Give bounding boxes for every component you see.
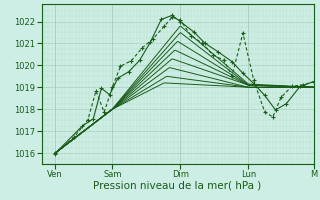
X-axis label: Pression niveau de la mer( hPa ): Pression niveau de la mer( hPa ) <box>93 181 262 191</box>
